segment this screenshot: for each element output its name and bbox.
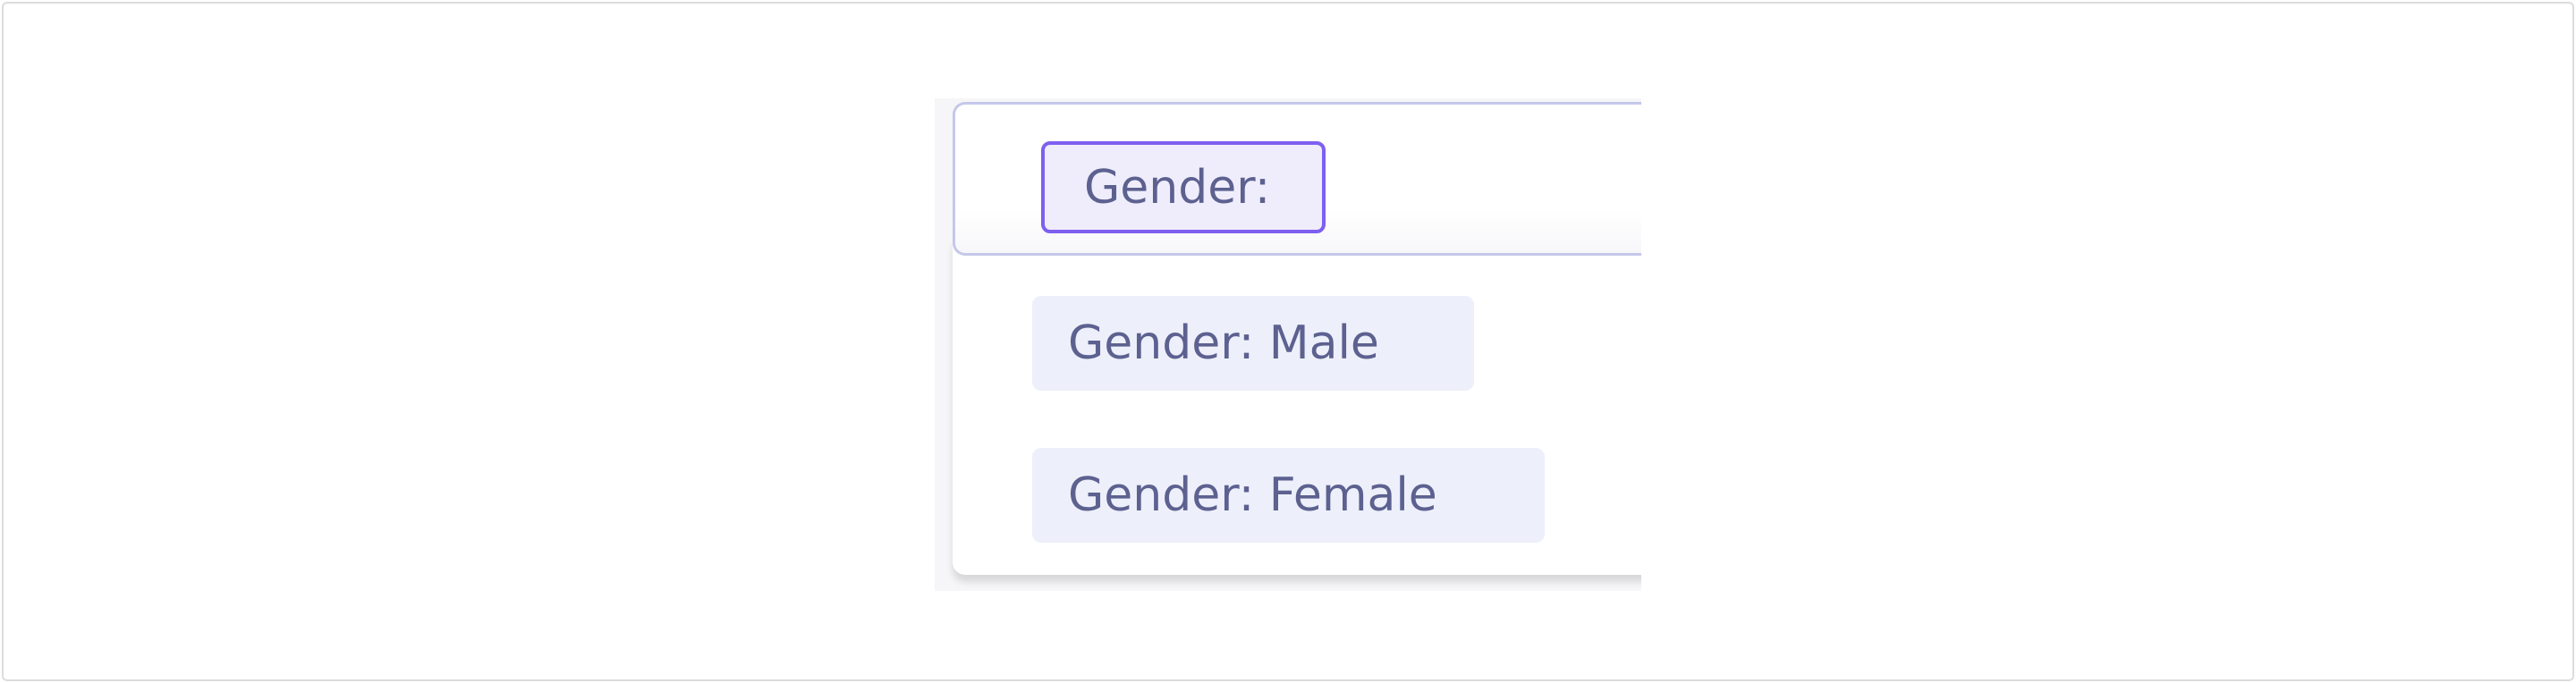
suggestion-gender-male[interactable]: Gender: Male xyxy=(1032,296,1474,391)
token-label: Gender: xyxy=(1084,160,1271,215)
filter-widget: l Gender: Male Gender: Female Gender: xyxy=(935,98,1641,591)
filter-input[interactable]: Gender: xyxy=(953,102,1641,256)
suggestion-label: Gender: Male xyxy=(1068,316,1379,370)
background-text-fragment: l xyxy=(935,490,939,546)
suggestion-label: Gender: Female xyxy=(1068,468,1437,522)
active-filter-token[interactable]: Gender: xyxy=(1041,141,1326,233)
suggestion-gender-female[interactable]: Gender: Female xyxy=(1032,448,1545,543)
suggestion-dropdown: Gender: Male Gender: Female xyxy=(953,232,1641,575)
